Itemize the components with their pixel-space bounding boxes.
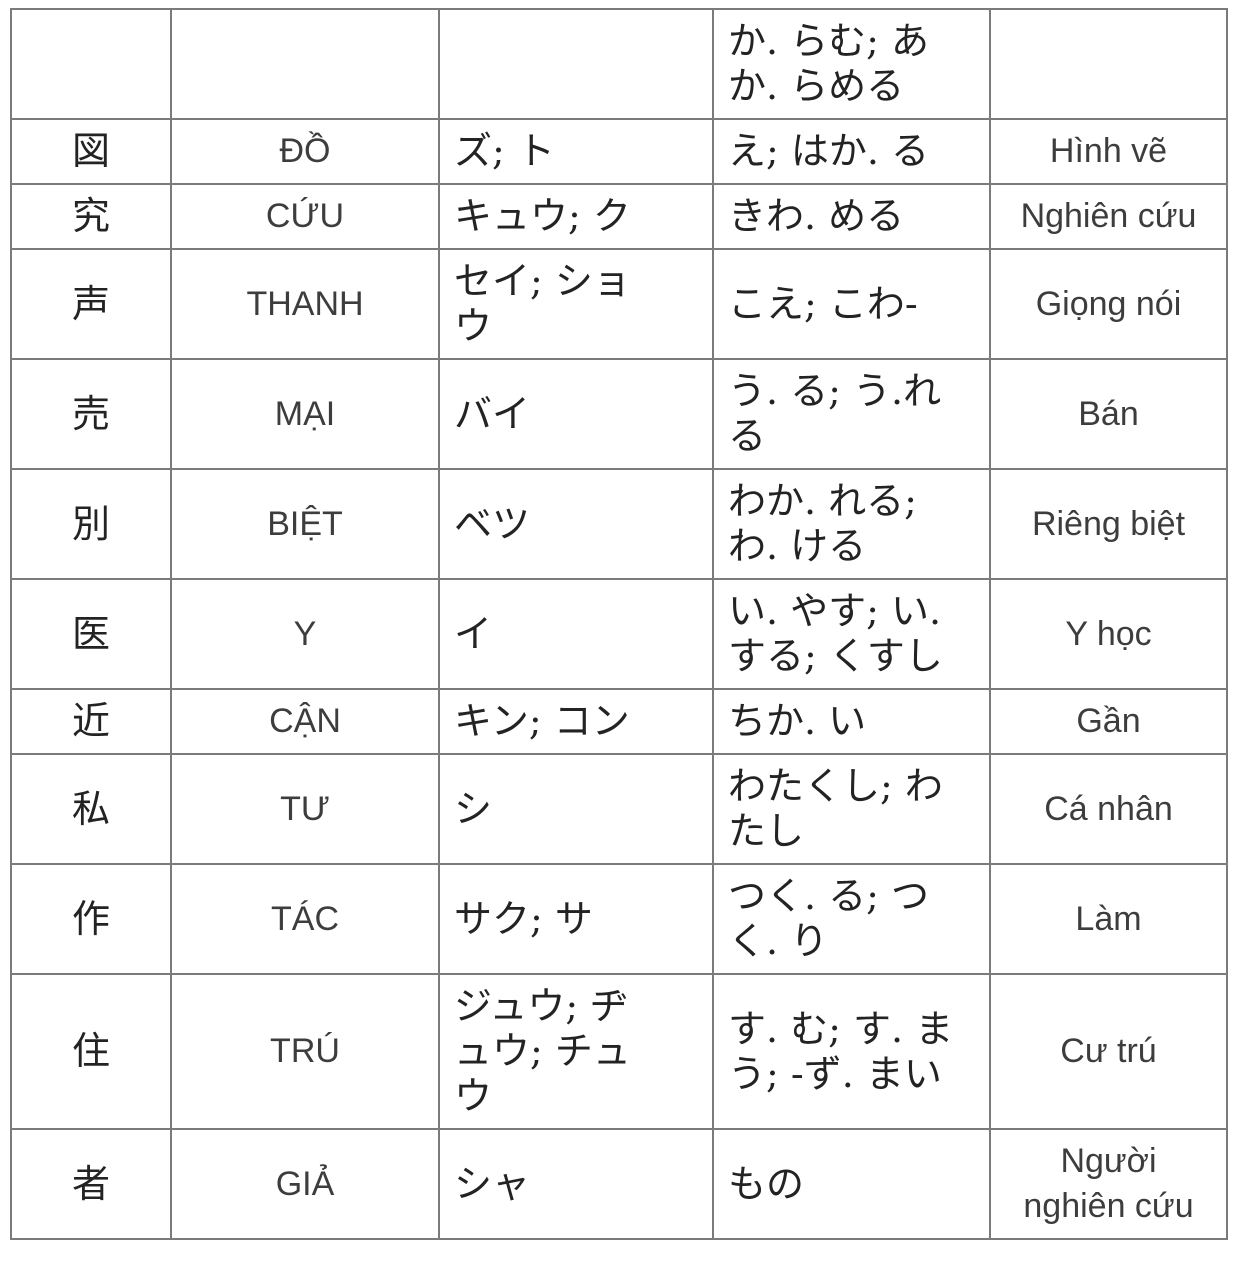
kunyomi-hiragana-cell: もの [712, 1128, 991, 1240]
vietnamese-meaning-cell: Gần [989, 688, 1228, 755]
table-row: 私 TƯ シわたくし; わ たし Cá nhân [10, 753, 1228, 865]
onyomi-katakana-cell: ジュウ; ヂ ュウ; チュ ウ [438, 973, 714, 1130]
onyomi-katakana-cell: キン; コン [438, 688, 714, 755]
table-row: 住 TRÚ ジュウ; ヂ ュウ; チュ ウす. む; す. ま う; -ず. まい C… [10, 973, 1228, 1130]
kanji-character-cell: 声 [10, 248, 172, 360]
kanji-character-cell: 作 [10, 863, 172, 975]
kanji-character-cell: 図 [10, 118, 172, 185]
vietnamese-meaning-cell: Nghiên cứu [989, 183, 1228, 250]
han-viet-reading-cell: CẬN [170, 688, 440, 755]
table-row: 医 Y イい. やす; い. する; くすし Y học [10, 578, 1228, 690]
vietnamese-meaning-cell: Hình vẽ [989, 118, 1228, 185]
han-viet-reading-cell: ĐỒ [170, 118, 440, 185]
kanji-character-cell: 者 [10, 1128, 172, 1240]
kunyomi-hiragana-cell: こえ; こわ- [712, 248, 991, 360]
onyomi-katakana-cell: キュウ; ク [438, 183, 714, 250]
kunyomi-hiragana-cell: ちか. い [712, 688, 991, 755]
table-row: 声 THANH セイ; ショ ウこえ; こわ- Giọng nói [10, 248, 1228, 360]
kanji-character-cell [10, 8, 172, 120]
han-viet-reading-cell: TƯ [170, 753, 440, 865]
vietnamese-meaning-cell: Riêng biệt [989, 468, 1228, 580]
kanji-character-cell: 別 [10, 468, 172, 580]
kunyomi-hiragana-cell: きわ. める [712, 183, 991, 250]
kunyomi-hiragana-cell: え; はか. る [712, 118, 991, 185]
onyomi-katakana-cell: シ [438, 753, 714, 865]
table-row: 究 CỨU キュウ; クきわ. める Nghiên cứu [10, 183, 1228, 250]
han-viet-reading-cell: TRÚ [170, 973, 440, 1130]
onyomi-katakana-cell: ズ; ト [438, 118, 714, 185]
han-viet-reading-cell: THANH [170, 248, 440, 360]
table-row: 作 TÁC サク; サつく. る; つ く. り Làm [10, 863, 1228, 975]
vietnamese-meaning-cell: Cá nhân [989, 753, 1228, 865]
onyomi-katakana-cell: シャ [438, 1128, 714, 1240]
kanji-vocabulary-table: か. らむ; あ か. らめる図 ĐỒ ズ; トえ; はか. る Hình vẽ 究 CỨ… [10, 8, 1228, 1240]
kunyomi-hiragana-cell: か. らむ; あ か. らめる [712, 8, 991, 120]
kunyomi-hiragana-cell: わか. れる; わ. ける [712, 468, 991, 580]
table-row: 別 BIỆT ベツ わか. れる; わ. ける Riêng biệt [10, 468, 1228, 580]
han-viet-reading-cell: Y [170, 578, 440, 690]
kunyomi-hiragana-cell: い. やす; い. する; くすし [712, 578, 991, 690]
onyomi-katakana-cell: セイ; ショ ウ [438, 248, 714, 360]
vietnamese-meaning-cell: Làm [989, 863, 1228, 975]
kunyomi-hiragana-cell: す. む; す. ま う; -ず. まい [712, 973, 991, 1130]
kunyomi-hiragana-cell: う. る; う.れ る [712, 358, 991, 470]
onyomi-katakana-cell: イ [438, 578, 714, 690]
han-viet-reading-cell: BIỆT [170, 468, 440, 580]
vietnamese-meaning-cell: Cư trú [989, 973, 1228, 1130]
table-row: 売 MẠI バイ う. る; う.れ る Bán [10, 358, 1228, 470]
table-row: 者 GIẢ シャ もの Người nghiên cứu [10, 1128, 1228, 1240]
table-row: か. らむ; あ か. らめる [10, 8, 1228, 120]
kanji-table-body: か. らむ; あ か. らめる図 ĐỒ ズ; トえ; はか. る Hình vẽ 究 CỨ… [10, 8, 1228, 1240]
kunyomi-hiragana-cell: つく. る; つ く. り [712, 863, 991, 975]
vietnamese-meaning-cell: Người nghiên cứu [989, 1128, 1228, 1240]
onyomi-katakana-cell [438, 8, 714, 120]
han-viet-reading-cell: CỨU [170, 183, 440, 250]
kanji-character-cell: 住 [10, 973, 172, 1130]
kanji-character-cell: 売 [10, 358, 172, 470]
han-viet-reading-cell: MẠI [170, 358, 440, 470]
table-row: 近 CẬN キン; コン ちか. い Gần [10, 688, 1228, 755]
vietnamese-meaning-cell: Bán [989, 358, 1228, 470]
onyomi-katakana-cell: ベツ [438, 468, 714, 580]
onyomi-katakana-cell: サク; サ [438, 863, 714, 975]
han-viet-reading-cell [170, 8, 440, 120]
vietnamese-meaning-cell: Y học [989, 578, 1228, 690]
han-viet-reading-cell: TÁC [170, 863, 440, 975]
table-row: 図 ĐỒ ズ; トえ; はか. る Hình vẽ [10, 118, 1228, 185]
kanji-character-cell: 私 [10, 753, 172, 865]
kunyomi-hiragana-cell: わたくし; わ たし [712, 753, 991, 865]
kanji-character-cell: 究 [10, 183, 172, 250]
kanji-character-cell: 医 [10, 578, 172, 690]
onyomi-katakana-cell: バイ [438, 358, 714, 470]
han-viet-reading-cell: GIẢ [170, 1128, 440, 1240]
vietnamese-meaning-cell: Giọng nói [989, 248, 1228, 360]
kanji-character-cell: 近 [10, 688, 172, 755]
vietnamese-meaning-cell [989, 8, 1228, 120]
